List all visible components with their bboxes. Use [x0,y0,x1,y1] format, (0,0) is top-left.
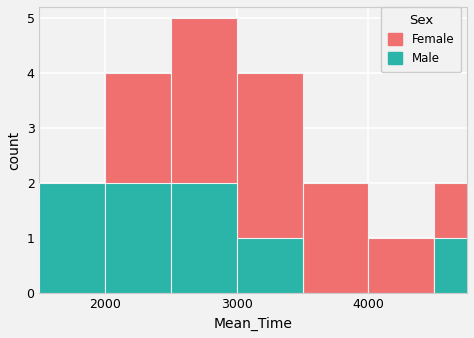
Bar [171,18,237,293]
Bar [368,238,434,293]
Bar [39,183,105,293]
X-axis label: Mean_Time: Mean_Time [214,317,292,331]
Bar [105,73,171,293]
Bar [237,238,302,293]
Y-axis label: count: count [7,131,21,170]
Bar [434,183,474,293]
Bar [237,73,302,293]
Bar [105,183,171,293]
Bar [171,183,237,293]
Bar [39,238,105,293]
Bar [302,183,368,293]
Legend: Female, Male: Female, Male [381,7,461,72]
Bar [434,238,474,293]
